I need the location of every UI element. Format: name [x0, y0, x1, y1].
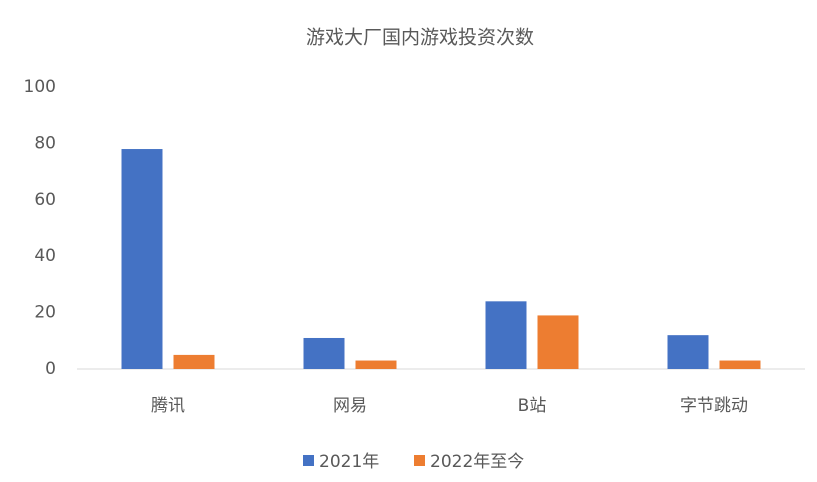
- x-tick-label: B站: [518, 396, 547, 416]
- bar: [719, 360, 761, 369]
- bar: [121, 149, 163, 369]
- x-tick-label: 字节跳动: [680, 396, 748, 416]
- x-tick-label: 腾讯: [151, 396, 185, 416]
- bar: [537, 315, 579, 369]
- bar: [303, 337, 345, 369]
- y-tick-label: 20: [34, 303, 56, 323]
- bar: [667, 335, 709, 369]
- legend-label: 2021年: [319, 452, 379, 472]
- y-tick-label: 80: [34, 133, 56, 153]
- x-tick-label: 网易: [333, 396, 367, 416]
- bar: [485, 301, 527, 369]
- y-tick-label: 60: [34, 190, 56, 210]
- y-tick-label: 40: [34, 246, 56, 266]
- chart-title: 游戏大厂国内游戏投资次数: [306, 27, 534, 49]
- bar: [173, 354, 215, 369]
- bar: [355, 360, 397, 369]
- legend-swatch: [414, 455, 425, 466]
- legend-swatch: [303, 455, 314, 466]
- legend-label: 2022年至今: [430, 452, 524, 472]
- y-tick-label: 100: [24, 77, 56, 97]
- y-tick-label: 0: [45, 359, 56, 379]
